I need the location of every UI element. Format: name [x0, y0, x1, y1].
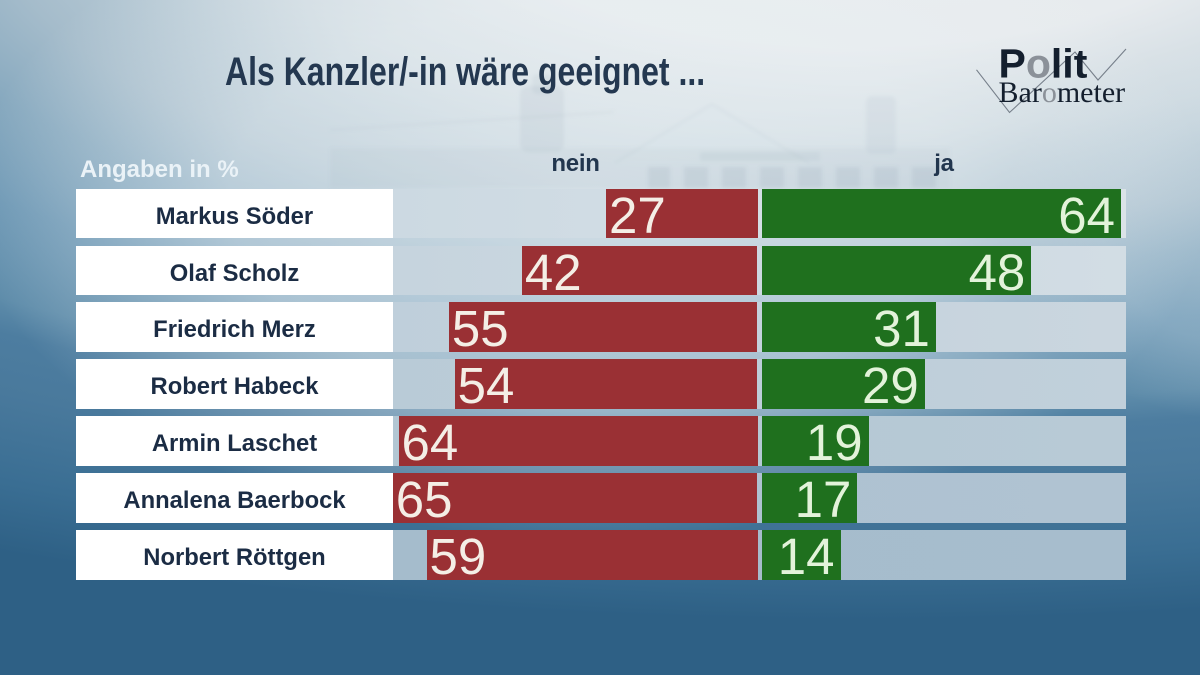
- svg-text:Barometer: Barometer: [999, 76, 1126, 109]
- svg-text:Polit: Polit: [999, 41, 1088, 87]
